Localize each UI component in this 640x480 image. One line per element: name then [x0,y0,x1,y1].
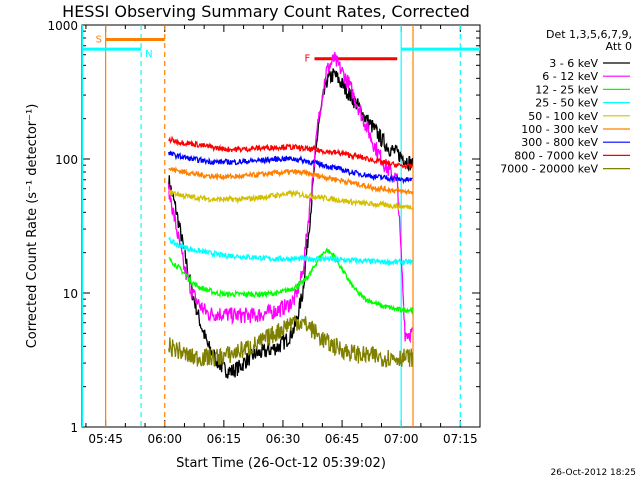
footer-timestamp: 26-Oct-2012 18:25 [551,468,636,478]
x-tick-label: 06:00 [147,432,182,446]
series-line-5 [168,166,414,196]
legend-entry: 7000 - 20000 keV [500,163,598,176]
x-tick-label: 06:15 [207,432,242,446]
series-line-4 [168,188,413,211]
x-tick-label: 06:30 [266,432,301,446]
x-tick-label: 07:15 [443,432,478,446]
legend-entry: 800 - 7000 keV [514,149,598,162]
vertical-markers [81,25,461,427]
series-line-0 [168,68,414,379]
x-tick-label: 05:45 [88,432,123,446]
y-tick-label: 100 [55,153,78,167]
x-axis-label: Start Time (26-Oct-12 05:39:02) [176,456,386,471]
series-line-8 [168,315,414,368]
legend-entry: 3 - 6 keV [549,57,598,70]
flag-bars: S N F [82,34,480,65]
series-line-7 [168,135,414,170]
x-tick-label: 07:00 [384,432,419,446]
series-line-3 [168,236,414,267]
x-tick-label: 06:45 [325,432,360,446]
series-line-6 [168,150,413,185]
flag-label-f: F [304,54,310,65]
flag-label-s: S [96,34,102,45]
x-axis: 05:45 06:00 06:15 06:30 06:45 07:00 07:15 [85,25,478,446]
legend-header-line2: Att 0 [606,40,632,53]
flag-label-n: N [145,49,152,60]
legend-entry: 12 - 25 keV [535,83,598,96]
y-tick-label: 1 [70,421,78,435]
y-tick-label: 10 [63,287,78,301]
legend-entry: 50 - 100 keV [528,110,598,123]
legend-entry: 300 - 800 keV [521,136,598,149]
series-line-2 [168,247,414,315]
legend-entry: 6 - 12 keV [542,70,598,83]
series-line-1 [168,51,413,344]
chart-title: HESSI Observing Summary Count Rates, Cor… [62,2,470,21]
y-tick-label: 1000 [47,19,78,33]
y-axis-label: Corrected Count Rate (s⁻¹ detector⁻¹) [25,104,40,349]
legend-header-line1: Det 1,3,5,6,7,9, [546,28,632,41]
y-axis: 1 10 100 1000 [47,19,480,435]
legend-entry: 100 - 300 keV [521,123,598,136]
legend-entry: 25 - 50 keV [535,97,598,110]
series-group [168,51,414,379]
